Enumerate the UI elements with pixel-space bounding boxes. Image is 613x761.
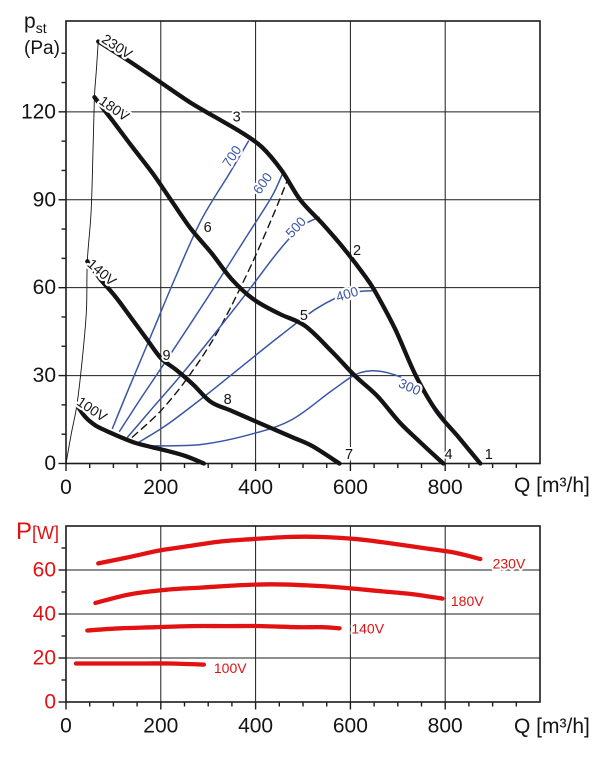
point-label-1: 1 (485, 447, 493, 463)
power-label-100v: 100V (214, 660, 247, 676)
voltage-curve-180v (92, 95, 446, 466)
point-label-7: 7 (345, 447, 353, 463)
x-tick-label: 200 (143, 476, 178, 499)
point-label-5: 5 (300, 308, 308, 324)
power-curve-230v (96, 534, 483, 566)
pressure-chart: 0 200 400 600 800030609012070060050040030023… (21, 20, 541, 499)
y-tick-labels: 0 30 60 90 120 (21, 100, 56, 475)
x-tick-label: 200 (143, 715, 178, 738)
power-axis-title: P[W] (16, 518, 60, 545)
rpm-curve-500 (126, 216, 320, 438)
power-label-180v: 180V (451, 593, 484, 609)
y-tick-label: 30 (33, 364, 56, 387)
point-label-6: 6 (204, 220, 212, 236)
grid-lines (66, 526, 540, 702)
x-tick-label: 800 (428, 715, 463, 738)
axis-ticks (58, 52, 517, 471)
power-label-230v: 230V (493, 555, 526, 571)
system-curve-system-curve (131, 178, 289, 438)
power-chart: 0 200 400 600 800 0 20 40 60 230V 180V 140V 100V (33, 525, 541, 738)
y-tick-label: 120 (21, 100, 56, 123)
point-label-8: 8 (224, 392, 232, 408)
voltage-curve-230v (96, 39, 483, 466)
x-tick-label: 0 (60, 715, 72, 738)
x-tick-label: 600 (333, 715, 368, 738)
pressure-axis-title: pst (Pa) (24, 10, 60, 60)
point-label-4: 4 (444, 447, 452, 463)
y-tick-label: 60 (33, 276, 56, 299)
power-label-140v: 140V (351, 620, 384, 636)
rpm-label-700: 700 (219, 143, 244, 170)
x-tick-label: 600 (333, 476, 368, 499)
rpm-curve-400 (136, 289, 375, 444)
voltage-label-230v: 230V (99, 31, 136, 63)
rpm-curve-600 (118, 172, 284, 433)
grid-lines (66, 21, 540, 464)
x-tick-labels: 0 200 400 600 800 (60, 476, 463, 499)
point-label-2: 2 (353, 243, 361, 259)
axis-ticks (58, 547, 517, 710)
y-tick-label: 90 (33, 188, 56, 211)
x-tick-label: 400 (238, 476, 273, 499)
plot-border (65, 20, 541, 465)
rpm-curve-700 (111, 140, 250, 430)
y-tick-label: 20 (33, 647, 56, 670)
rpm-label-600: 600 (250, 170, 275, 197)
power-curve-180v (93, 582, 445, 606)
rpm-label-500: 500 (283, 214, 309, 241)
rpm-curve-300 (150, 369, 446, 447)
y-tick-label: 0 (44, 691, 56, 714)
voltage-curve-140v (85, 259, 342, 466)
flow-axis-title-top: Q [m³/h] (514, 474, 590, 497)
power-curve-100v (73, 661, 207, 667)
point-label-3: 3 (233, 110, 241, 126)
x-tick-label: 800 (428, 476, 463, 499)
y-tick-label: 60 (33, 559, 56, 582)
rpm-label-400: 400 (334, 284, 360, 305)
point-label-9: 9 (162, 348, 170, 364)
flow-axis-title-bottom: Q [m³/h] (514, 715, 590, 738)
voltage-label-180v: 180V (96, 92, 133, 124)
x-tick-label: 0 (60, 476, 72, 499)
x-tick-label: 400 (238, 715, 273, 738)
x-tick-labels: 0 200 400 600 800 (60, 715, 463, 738)
voltage-label-100v: 100V (74, 393, 111, 425)
power-curve-140v (85, 623, 342, 633)
y-tick-label: 40 (33, 603, 56, 626)
y-tick-label: 0 (44, 452, 56, 475)
voltage-curve-100v (74, 402, 207, 466)
y-tick-labels: 0 20 40 60 (33, 559, 56, 714)
